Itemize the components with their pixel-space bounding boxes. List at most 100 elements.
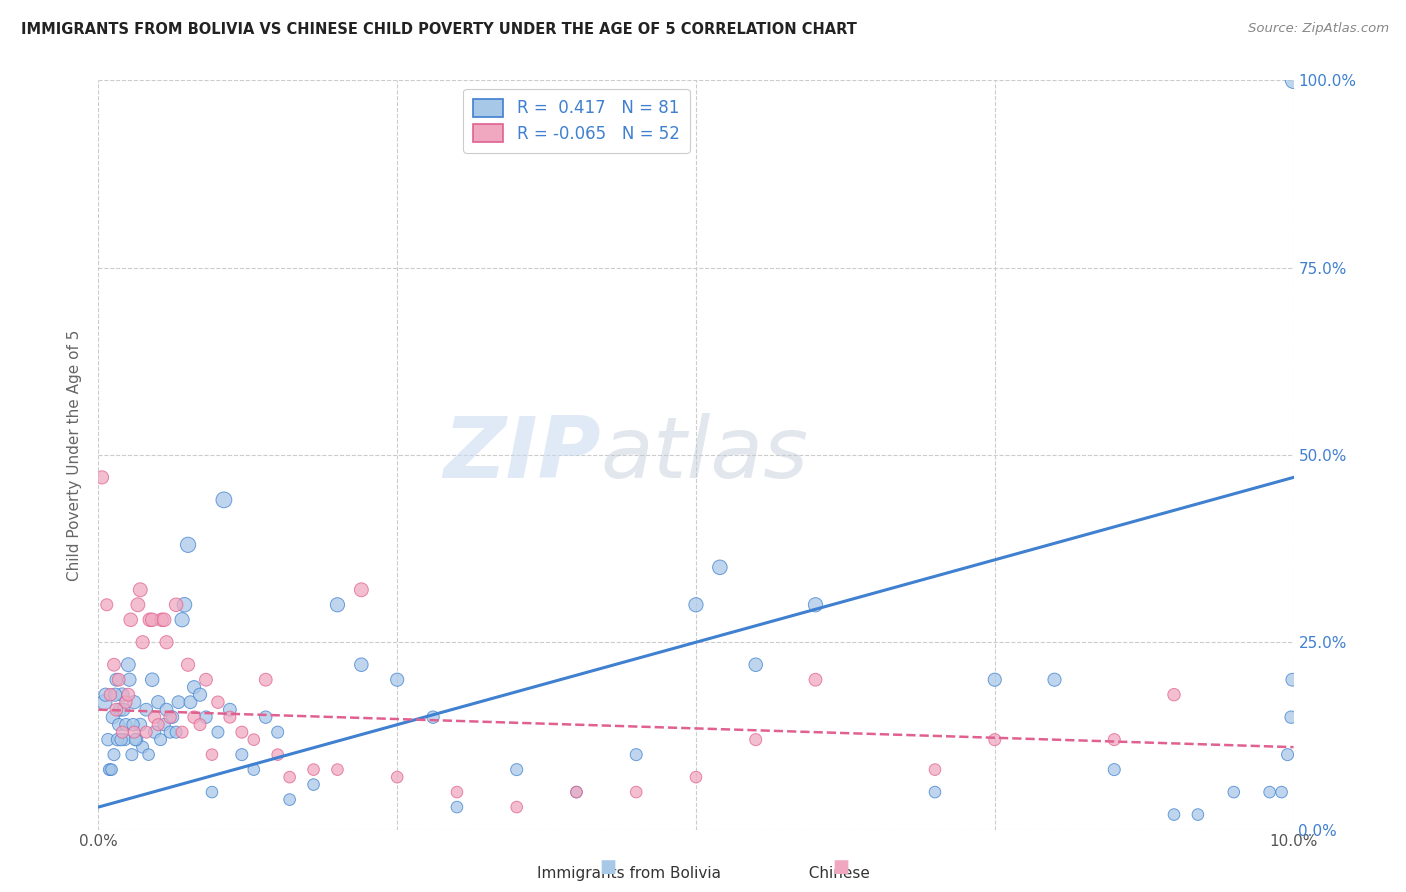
Point: [219, 710, 242, 724]
Point: [685, 598, 707, 612]
Text: atlas: atlas: [600, 413, 808, 497]
Point: [150, 613, 173, 627]
Point: [91, 470, 114, 484]
Point: [385, 673, 409, 687]
Point: [302, 778, 325, 792]
Point: [143, 710, 166, 724]
Point: [141, 673, 163, 687]
Point: [122, 717, 145, 731]
Point: [212, 492, 235, 507]
Point: [153, 717, 176, 731]
Point: [1104, 763, 1126, 777]
Point: [153, 613, 176, 627]
Point: [385, 770, 409, 784]
Point: [165, 598, 187, 612]
Point: [159, 725, 181, 739]
Point: [179, 695, 201, 709]
Point: [302, 763, 325, 777]
Point: [103, 657, 125, 672]
Point: [139, 613, 162, 627]
Text: Source: ZipAtlas.com: Source: ZipAtlas.com: [1249, 22, 1389, 36]
Point: [120, 613, 142, 627]
Point: [1282, 73, 1305, 87]
Point: [173, 598, 195, 612]
Point: [709, 560, 731, 574]
Point: [924, 763, 946, 777]
Point: [685, 770, 707, 784]
Point: [626, 747, 648, 762]
Point: [1187, 807, 1209, 822]
Point: [148, 717, 170, 731]
Point: [326, 598, 349, 612]
Point: [1223, 785, 1246, 799]
Point: [155, 703, 177, 717]
Point: [278, 792, 301, 806]
Point: [219, 703, 242, 717]
Point: [107, 717, 129, 731]
Point: [243, 732, 266, 747]
Point: [98, 688, 122, 702]
Point: [124, 732, 146, 747]
Point: [231, 725, 253, 739]
Point: [177, 538, 200, 552]
Point: [195, 673, 218, 687]
Point: [96, 598, 118, 612]
Point: [129, 582, 152, 597]
Point: [254, 673, 277, 687]
Point: [124, 725, 146, 739]
Point: [104, 688, 127, 702]
Point: [350, 582, 373, 597]
Point: [201, 747, 224, 762]
Point: [135, 703, 157, 717]
Point: [207, 695, 229, 709]
Text: ■: ■: [832, 858, 849, 876]
Point: [243, 763, 266, 777]
Point: [1163, 688, 1185, 702]
Point: [124, 695, 146, 709]
Point: [149, 732, 172, 747]
Point: [984, 673, 1007, 687]
Point: [148, 695, 170, 709]
Point: [131, 740, 153, 755]
Point: [115, 717, 138, 731]
Point: [98, 763, 121, 777]
Text: ZIP: ZIP: [443, 413, 600, 497]
Point: [267, 725, 290, 739]
Point: [188, 717, 211, 731]
Point: [110, 732, 132, 747]
Point: [101, 710, 124, 724]
Point: [107, 673, 129, 687]
Point: [114, 732, 136, 747]
Point: [172, 725, 194, 739]
Point: [165, 725, 187, 739]
Point: [350, 657, 373, 672]
Point: [984, 732, 1007, 747]
Point: [626, 785, 648, 799]
Point: [177, 657, 200, 672]
Point: [105, 673, 128, 687]
Point: [121, 747, 143, 762]
Point: [105, 703, 128, 717]
Point: [565, 785, 588, 799]
Point: [143, 725, 166, 739]
Point: [118, 673, 141, 687]
Text: IMMIGRANTS FROM BOLIVIA VS CHINESE CHILD POVERTY UNDER THE AGE OF 5 CORRELATION : IMMIGRANTS FROM BOLIVIA VS CHINESE CHILD…: [21, 22, 858, 37]
Point: [141, 613, 163, 627]
Point: [97, 732, 120, 747]
Point: [201, 785, 224, 799]
Point: [115, 695, 138, 709]
Point: [422, 710, 444, 724]
Point: [127, 598, 149, 612]
Point: [172, 613, 194, 627]
Point: [117, 657, 139, 672]
Point: [1043, 673, 1066, 687]
Point: [1271, 785, 1294, 799]
Point: [1279, 710, 1302, 724]
Point: [93, 695, 115, 709]
Point: [565, 785, 588, 799]
Point: [804, 673, 827, 687]
Point: [745, 657, 768, 672]
Point: [804, 598, 827, 612]
Point: [167, 695, 190, 709]
Point: [112, 703, 135, 717]
